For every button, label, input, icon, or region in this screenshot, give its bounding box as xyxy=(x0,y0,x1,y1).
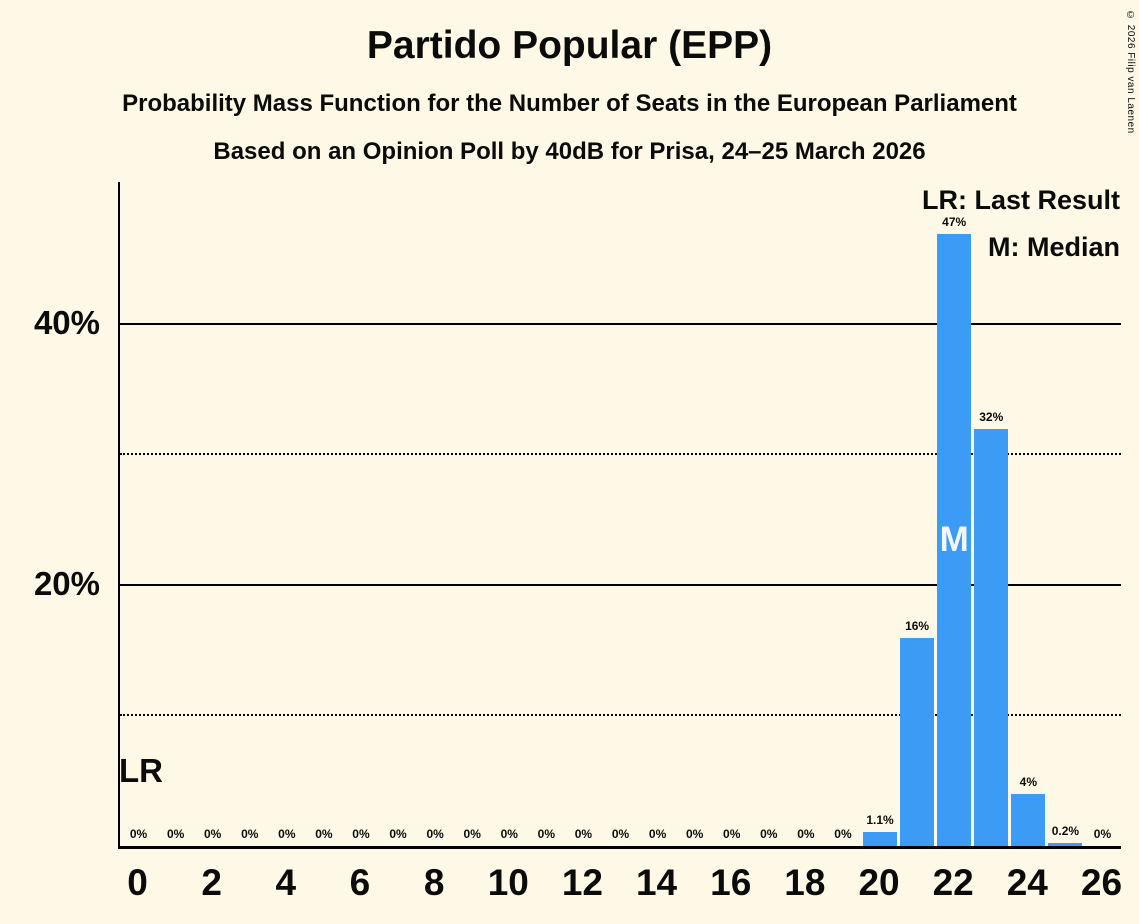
bar-value-label: 0% xyxy=(834,827,852,841)
median-marker: M xyxy=(939,520,969,560)
bar-value-label: 0% xyxy=(685,827,704,841)
bar-value-label: 16% xyxy=(905,618,930,633)
bar-value-label: 0% xyxy=(760,827,778,841)
bar-value-label: 0% xyxy=(463,827,481,841)
bar-value-label: 0% xyxy=(315,827,333,841)
bar-value-label: 0.2% xyxy=(1051,824,1080,839)
x-tick-label: 2 xyxy=(201,862,222,903)
y-tick-label: 40% xyxy=(33,304,100,342)
bar-value-label: 1.1% xyxy=(866,812,894,827)
last-result-label: LR xyxy=(119,752,163,789)
legend: LR: Last Result M: Median xyxy=(922,185,1120,279)
gridline-dotted xyxy=(120,453,1121,456)
bar xyxy=(974,429,1009,846)
bar-value-label: 0% xyxy=(241,827,259,841)
bar-value-label: 0% xyxy=(611,827,630,841)
chart-subtitle: Probability Mass Function for the Number… xyxy=(122,90,1017,117)
gridline-dotted xyxy=(120,713,1121,716)
x-tick-label: 6 xyxy=(349,862,371,903)
bar-value-label: 4% xyxy=(1019,774,1037,789)
y-tick-label: 20% xyxy=(33,564,100,602)
bar-value-label: 0% xyxy=(1093,827,1112,841)
bar xyxy=(937,234,972,846)
bar-value-label: 0% xyxy=(166,827,185,841)
bar-value-label: 47% xyxy=(942,215,967,230)
bar-value-label: 0% xyxy=(389,827,407,841)
bar-value-label: 0% xyxy=(500,827,518,841)
bar-value-label: 0% xyxy=(648,827,667,841)
bar-value-label: 32% xyxy=(979,410,1004,425)
bar-value-label: 0% xyxy=(537,827,556,841)
x-tick-label: 14 xyxy=(635,862,678,903)
bar-value-label: 0% xyxy=(129,827,148,841)
bar xyxy=(1048,843,1083,846)
legend-median: M: Median xyxy=(988,232,1120,262)
x-tick-label: 16 xyxy=(710,862,752,903)
gridline-solid xyxy=(120,583,1121,586)
bar-value-label: 0% xyxy=(574,827,593,841)
bar-value-label: 0% xyxy=(723,827,741,841)
x-tick-label: 12 xyxy=(561,862,603,903)
bar-value-label: 0% xyxy=(352,827,370,841)
x-tick-label: 26 xyxy=(1080,862,1123,903)
x-tick-label: 10 xyxy=(487,862,529,903)
plot-area: LR 0% 0% 0% 0% 0% 0% 0% 0% 0% 0% 0% 0% 0% 0% 0% 0% 0% 0% 0… xyxy=(118,182,1121,849)
bar-value-label: 0% xyxy=(797,827,815,841)
x-tick-label: 20 xyxy=(858,862,900,903)
gridline-solid xyxy=(120,323,1121,326)
x-tick-label: 18 xyxy=(784,862,826,903)
chart-title: Partido Popular (EPP) xyxy=(366,24,773,67)
bar-value-label: 0% xyxy=(278,827,296,841)
copyright-notice: © 2026 Filip van Laenen xyxy=(1125,10,1136,134)
x-tick-label: 8 xyxy=(423,862,445,903)
bar xyxy=(1011,793,1046,846)
x-tick-label: 4 xyxy=(275,862,297,903)
x-axis-labels: 0 2 4 6 8 10 12 14 16 18 20 22 24 26 xyxy=(119,862,1123,912)
x-tick-label: 22 xyxy=(932,862,974,903)
chart-source-subtitle: Based on an Opinion Poll by 40dB for Pri… xyxy=(213,138,926,165)
bar-value-label: 0% xyxy=(426,827,444,841)
x-tick-label: 24 xyxy=(1006,862,1048,903)
legend-last-result: LR: Last Result xyxy=(921,185,1120,215)
bar xyxy=(863,831,898,846)
y-axis-labels: 20% 40% xyxy=(0,182,110,846)
x-tick-label: 0 xyxy=(127,862,148,903)
bar xyxy=(900,637,935,846)
bar-value-label: 0% xyxy=(204,827,222,841)
